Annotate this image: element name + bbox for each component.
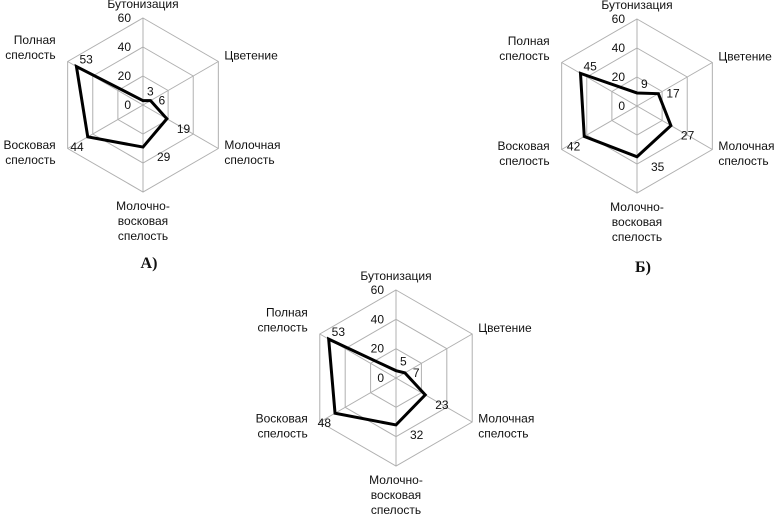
axis-spoke	[142, 104, 219, 149]
data-label: 7	[413, 366, 420, 380]
axis-label: Восковая спелость	[3, 138, 55, 167]
tick-label: 60	[612, 12, 626, 26]
axis-label: Молочная спелость	[718, 139, 774, 168]
axis-spoke	[395, 333, 473, 379]
axis-spoke	[561, 105, 638, 150]
tick-label: 0	[618, 99, 625, 113]
tick-label: 0	[377, 371, 384, 385]
axis-label: Цветение	[718, 50, 772, 64]
data-label: 6	[159, 94, 166, 108]
axis-label: Бутонизация	[107, 0, 178, 11]
data-label: 23	[435, 398, 449, 412]
series-line	[326, 336, 428, 427]
data-label: 19	[177, 122, 191, 136]
data-label: 29	[157, 150, 171, 164]
axis-label: Молочно-восковая спелость	[369, 473, 423, 517]
data-label: 53	[332, 325, 346, 339]
axis-label: Бутонизация	[601, 0, 672, 12]
axis-spoke	[395, 377, 473, 423]
data-label: 44	[70, 140, 84, 154]
series-line	[578, 71, 673, 159]
axis-label: Бутонизация	[360, 269, 431, 283]
axis-label: Цветение	[224, 49, 278, 63]
axis-label: Молочно-восковая спелость	[610, 200, 664, 244]
data-label: 53	[79, 53, 93, 67]
axis-spoke	[636, 105, 713, 150]
tick-label: 60	[371, 283, 385, 297]
tick-label: 40	[371, 312, 385, 326]
chart-caption: А)	[141, 255, 158, 272]
data-label: 27	[681, 129, 695, 143]
series-line	[74, 63, 169, 149]
axis-label: Восковая спелость	[256, 412, 308, 441]
data-label: 45	[583, 59, 597, 73]
axis-label: Полная спелость	[5, 33, 55, 62]
data-label: 42	[567, 139, 581, 153]
axis-label: Полная спелость	[499, 34, 549, 63]
data-label: 48	[318, 416, 332, 430]
axis-spoke	[142, 61, 219, 106]
data-label: 32	[410, 428, 424, 442]
axis-spoke	[319, 377, 397, 423]
tick-label: 40	[118, 40, 132, 54]
axis-spoke	[561, 62, 638, 107]
data-label: 35	[651, 160, 665, 174]
data-label: 9	[641, 77, 648, 91]
data-label: 17	[666, 87, 680, 101]
tick-label: 20	[612, 70, 626, 84]
tick-label: 0	[124, 98, 131, 112]
axis-label: Цветение	[478, 321, 532, 335]
axis-label: Полная спелость	[257, 306, 307, 335]
tick-label: 20	[371, 342, 385, 356]
axis-label: Молочно-восковая спелость	[116, 199, 170, 243]
tick-label: 20	[118, 69, 132, 83]
axis-spoke	[67, 104, 144, 149]
axis-spoke	[636, 62, 713, 107]
axis-label: Восковая спелость	[497, 139, 549, 168]
data-label: 3	[147, 85, 154, 99]
axis-label: Молочная спелость	[478, 412, 534, 441]
axis-label: Молочная спелость	[224, 138, 280, 167]
data-label: 5	[400, 355, 407, 369]
chart-caption: Б)	[635, 259, 651, 276]
tick-label: 60	[118, 11, 132, 25]
tick-label: 40	[612, 41, 626, 55]
